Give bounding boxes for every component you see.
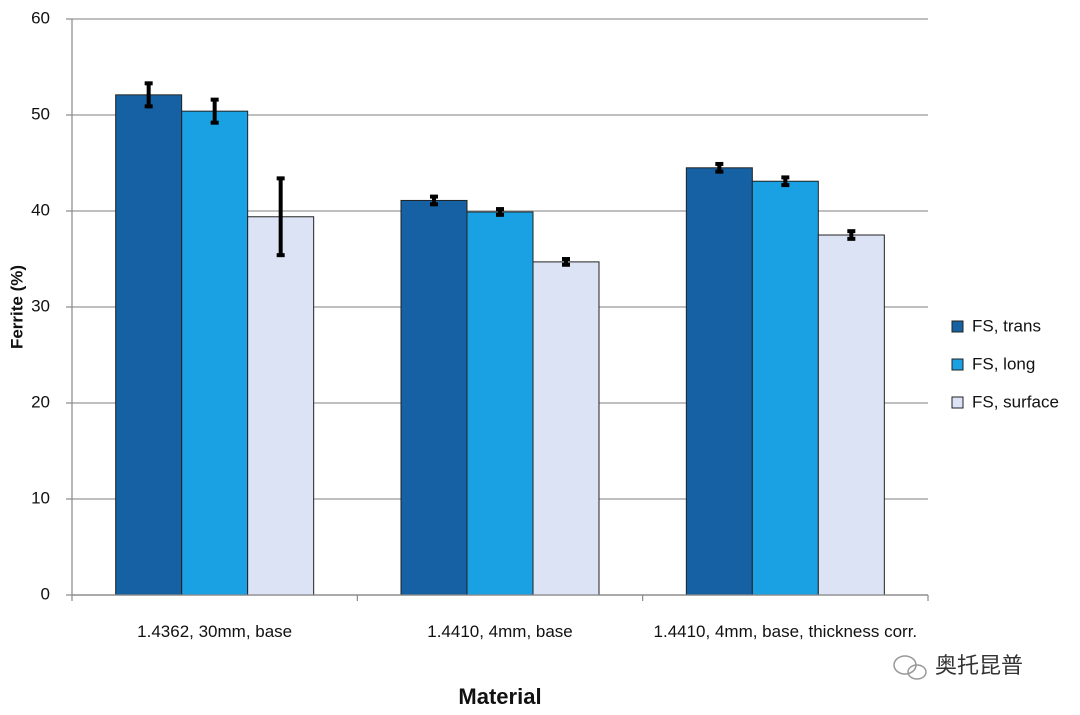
legend-label: FS, long	[972, 354, 1035, 373]
error-bar	[276, 176, 285, 258]
legend-swatch	[951, 358, 964, 371]
error-bar	[781, 175, 790, 188]
x-tick-label: 1.4362, 30mm, base	[137, 622, 293, 641]
error-bar	[144, 81, 153, 109]
y-axis-label: Ferrite (%)	[7, 265, 26, 349]
y-tick-label: 10	[31, 488, 50, 507]
error-bar	[496, 207, 504, 217]
bar	[247, 216, 315, 596]
y-tick-label: 20	[31, 392, 50, 411]
x-tick-label: 1.4410, 4mm, base	[427, 622, 573, 641]
error-bar	[210, 97, 219, 125]
error-bar	[715, 161, 724, 174]
watermark: 奥托昆普	[935, 653, 1023, 678]
legend-label: FS, surface	[972, 392, 1059, 411]
bar	[817, 234, 885, 596]
watermark-icon	[893, 655, 927, 680]
bar	[115, 94, 183, 596]
error-bar	[430, 194, 438, 207]
legend-swatch	[951, 396, 964, 409]
legend-swatch	[951, 320, 964, 333]
y-tick-label: 60	[31, 8, 50, 27]
bar	[181, 110, 249, 596]
error-bar	[562, 257, 570, 267]
y-tick-label: 50	[31, 104, 50, 123]
bar	[400, 199, 468, 596]
x-axis-label: Material	[458, 684, 541, 709]
x-tick-label: 1.4410, 4mm, base, thickness corr.	[653, 622, 918, 641]
y-tick-label: 0	[41, 584, 50, 603]
bar	[532, 261, 600, 596]
y-tick-label: 40	[31, 200, 50, 219]
bar	[685, 167, 753, 596]
y-tick-label: 30	[31, 296, 50, 315]
error-bar	[847, 229, 856, 241]
bar	[466, 211, 534, 596]
legend-label: FS, trans	[972, 316, 1041, 335]
bar	[751, 180, 819, 596]
